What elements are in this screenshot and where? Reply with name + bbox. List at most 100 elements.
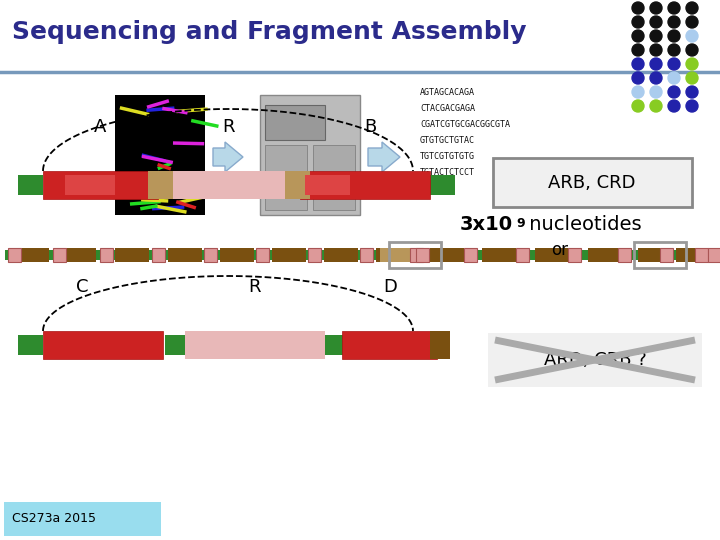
Circle shape: [650, 30, 662, 42]
Bar: [168, 248, 202, 262]
Circle shape: [632, 86, 644, 98]
Bar: [482, 248, 516, 262]
Bar: [430, 248, 464, 262]
Bar: [272, 248, 306, 262]
Circle shape: [668, 44, 680, 56]
Text: CGATCGTGCGACGGCGTA: CGATCGTGCGACGGCGTA: [420, 120, 510, 129]
Bar: [464, 248, 477, 262]
Text: or: or: [552, 241, 569, 259]
Circle shape: [686, 86, 698, 98]
Bar: [115, 248, 149, 262]
Bar: [43, 331, 163, 359]
Circle shape: [632, 58, 644, 70]
Bar: [18, 335, 43, 355]
Circle shape: [650, 58, 662, 70]
Bar: [152, 248, 165, 262]
Circle shape: [650, 16, 662, 28]
Circle shape: [686, 44, 698, 56]
Bar: [285, 171, 310, 199]
Bar: [568, 248, 581, 262]
Text: Sequencing and Fragment Assembly: Sequencing and Fragment Assembly: [12, 20, 526, 44]
Bar: [65, 175, 115, 195]
Circle shape: [668, 2, 680, 14]
Bar: [100, 248, 113, 262]
Bar: [325, 335, 345, 355]
Bar: [638, 248, 672, 262]
Bar: [708, 248, 720, 262]
Text: R: R: [248, 278, 261, 296]
Circle shape: [632, 44, 644, 56]
Text: R: R: [222, 118, 234, 136]
Circle shape: [632, 100, 644, 112]
Bar: [62, 248, 96, 262]
Text: TGTACTCTCCT: TGTACTCTCCT: [420, 168, 475, 177]
Bar: [695, 248, 708, 262]
Bar: [308, 248, 321, 262]
Bar: [15, 248, 49, 262]
FancyArrow shape: [213, 142, 243, 172]
Bar: [305, 175, 350, 195]
Bar: [115, 95, 205, 215]
Circle shape: [668, 72, 680, 84]
Bar: [660, 248, 673, 262]
Bar: [260, 95, 360, 215]
FancyBboxPatch shape: [488, 333, 702, 387]
Text: C: C: [76, 278, 89, 296]
Text: GTGTGCTGTAC: GTGTGCTGTAC: [420, 136, 475, 145]
Bar: [430, 175, 455, 195]
Circle shape: [686, 100, 698, 112]
Circle shape: [650, 100, 662, 112]
Circle shape: [650, 2, 662, 14]
Bar: [185, 331, 325, 359]
Circle shape: [668, 58, 680, 70]
Bar: [265, 105, 325, 140]
Text: ARD, CRB ?: ARD, CRB ?: [544, 351, 647, 369]
Text: TGTCGTGTGTG: TGTCGTGTGTG: [420, 152, 475, 161]
Bar: [324, 248, 358, 262]
Bar: [360, 248, 373, 262]
Circle shape: [632, 72, 644, 84]
Bar: [300, 171, 430, 199]
Bar: [8, 248, 21, 262]
Bar: [5, 250, 715, 260]
Circle shape: [686, 58, 698, 70]
Circle shape: [632, 30, 644, 42]
Bar: [256, 248, 269, 262]
Circle shape: [686, 2, 698, 14]
Circle shape: [650, 86, 662, 98]
Bar: [165, 335, 185, 355]
Circle shape: [668, 16, 680, 28]
Bar: [535, 248, 569, 262]
Text: nucleotides: nucleotides: [523, 215, 642, 234]
Bar: [416, 248, 429, 262]
Text: A: A: [94, 118, 106, 136]
Bar: [148, 171, 173, 199]
Text: CS273a 2015: CS273a 2015: [12, 511, 96, 524]
Bar: [313, 145, 355, 210]
Circle shape: [686, 30, 698, 42]
Bar: [516, 248, 529, 262]
Circle shape: [650, 44, 662, 56]
FancyBboxPatch shape: [493, 158, 692, 207]
Text: 3x10: 3x10: [460, 215, 513, 234]
Text: 9: 9: [516, 217, 525, 230]
FancyArrow shape: [368, 142, 400, 172]
Text: CTACGACGAGA: CTACGACGAGA: [420, 104, 475, 113]
Bar: [18, 175, 43, 195]
FancyBboxPatch shape: [4, 502, 161, 536]
Circle shape: [686, 72, 698, 84]
Circle shape: [668, 30, 680, 42]
Text: B: B: [364, 118, 376, 136]
Circle shape: [668, 86, 680, 98]
Bar: [676, 248, 710, 262]
Bar: [204, 248, 217, 262]
Bar: [53, 248, 66, 262]
Bar: [43, 171, 158, 199]
Circle shape: [650, 72, 662, 84]
Circle shape: [686, 16, 698, 28]
Text: ARB, CRD: ARB, CRD: [548, 174, 636, 192]
Bar: [588, 248, 622, 262]
Bar: [410, 248, 423, 262]
Bar: [265, 145, 307, 210]
Text: AGTAGCACAGA: AGTAGCACAGA: [420, 88, 475, 97]
